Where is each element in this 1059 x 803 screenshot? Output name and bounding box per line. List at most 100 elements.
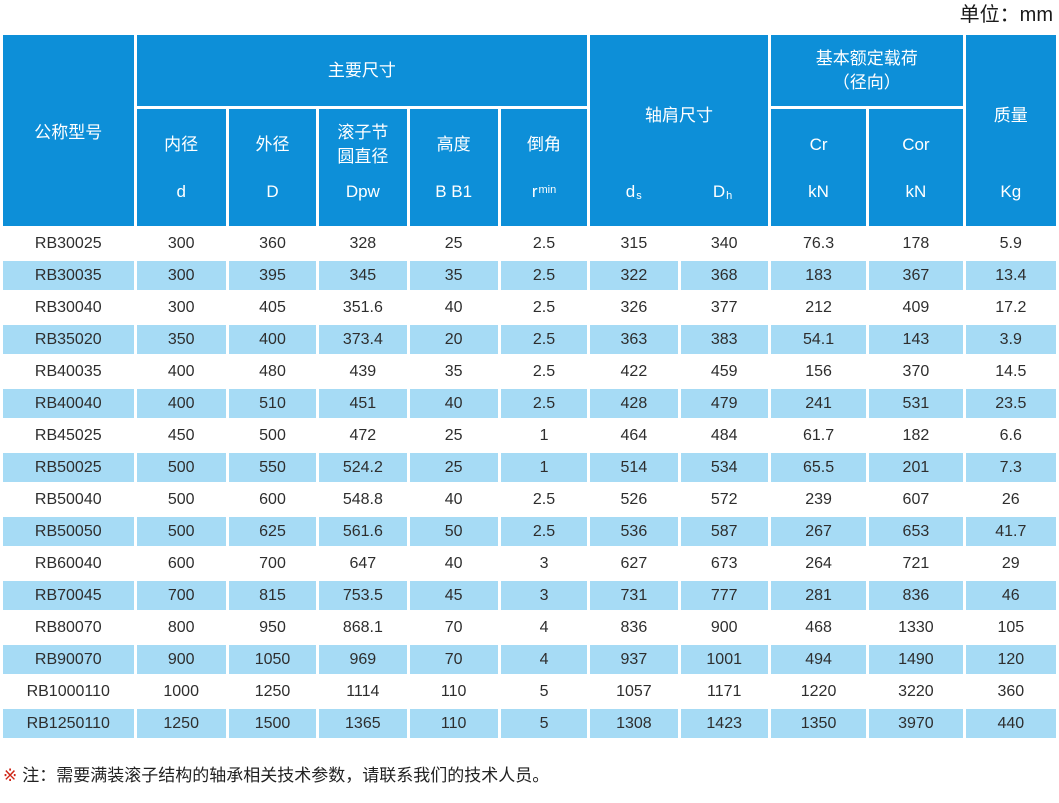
cell-model: RB80070 [3,613,134,642]
cell-value: 647 [319,549,407,578]
cell-value: 500 [228,421,317,450]
cell-value: 400 [136,357,226,386]
cell-value: 45 [409,581,498,610]
col-header-height: 高度 B B1 [409,109,498,226]
cell-value: 264 [770,549,867,578]
cell-value: 26 [965,485,1056,514]
cell-value: 607 [869,485,963,514]
cell-value: 17.2 [965,293,1056,322]
cell-value: 1 [500,421,588,450]
col-group-basic-load-line2: （径向） [832,72,901,92]
cell-value: 900 [680,613,768,642]
cell-value: 1490 [869,645,963,674]
cell-value: 600 [136,549,226,578]
col-header-outer-diameter: 外径 D [228,109,317,226]
table-body: RB30025 300 360 328 25 2.5 315 340 76.3 178 5.9 RB3… [3,229,1056,738]
cell-value: 322 [590,261,678,290]
cell-value: 1 [500,453,588,482]
cell-model: RB45025 [3,421,134,450]
cell-value: 23.5 [965,389,1056,418]
cell-value: 1171 [680,677,768,706]
cell-value: 110 [409,677,498,706]
cell-value: 300 [136,229,226,258]
cell-model: RB90070 [3,645,134,674]
cell-value: 143 [869,325,963,354]
cell-value: 1114 [319,677,407,706]
cell-value: 2.5 [500,517,588,546]
cell-value: 360 [965,677,1056,706]
cell-value: 1057 [590,677,678,706]
cell-value: 20 [409,325,498,354]
cell-value: 721 [869,549,963,578]
col-group-main-dimensions: 主要尺寸 [136,35,588,106]
shoulder-symbols: ds Dh [590,174,768,226]
table-row: RB35020 350 400 373.4 20 2.5 363 383 54.1 143 3.9 [3,325,1056,354]
col-header-mass-unit: Kg [1000,182,1022,201]
cell-value: 836 [590,613,678,642]
cell-model: RB1250110 [3,709,134,738]
cell-value: 182 [869,421,963,450]
cell-model: RB50050 [3,517,134,546]
cell-value: 815 [228,581,317,610]
cell-value: 328 [319,229,407,258]
symbol-d: d [176,182,186,201]
cell-value: 1220 [770,677,867,706]
cell-value: 472 [319,421,407,450]
cell-value: 363 [590,325,678,354]
cell-value: 40 [409,549,498,578]
cell-value: 2.5 [500,389,588,418]
cell-value: 400 [136,389,226,418]
col-header-cr-unit: kN [808,182,829,201]
cell-value: 14.5 [965,357,1056,386]
cell-value: 2.5 [500,485,588,514]
cell-value: 345 [319,261,407,290]
col-header-height-label: 高度 [436,134,471,154]
cell-value: 494 [770,645,867,674]
cell-value: 35 [409,261,498,290]
cell-value: 1365 [319,709,407,738]
col-group-basic-load-line1: 基本额定载荷 [815,48,918,68]
cell-value: 239 [770,485,867,514]
cell-value: 61.7 [770,421,867,450]
cell-value: 1000 [136,677,226,706]
cell-value: 550 [228,453,317,482]
table-row: RB30035 300 395 345 35 2.5 322 368 183 367 13.4 [3,261,1056,290]
cell-model: RB1000110 [3,677,134,706]
note-text: 注：需要满装滚子结构的轴承相关技术参数，请联系我们的技术人员。 [22,766,550,785]
cell-value: 600 [228,485,317,514]
cell-value: 315 [590,229,678,258]
cell-model: RB60040 [3,549,134,578]
cell-value: 2.5 [500,261,588,290]
col-header-roller-pitch-diameter-label: 滚子节圆直径 [337,122,389,166]
col-header-mass-label: 质量 [993,105,1028,125]
cell-value: 25 [409,421,498,450]
cell-model: RB40040 [3,389,134,418]
table-row: RB45025 450 500 472 25 1 464 484 61.7 182 6.6 [3,421,1056,450]
col-header-outer-diameter-label: 外径 [255,134,290,154]
cell-value: 300 [136,261,226,290]
cell-value: 40 [409,485,498,514]
cell-value: 673 [680,549,768,578]
cell-value: 40 [409,293,498,322]
cell-value: 6.6 [965,421,1056,450]
table-row: RB80070 800 950 868.1 70 4 836 900 468 1330 105 [3,613,1056,642]
cell-value: 526 [590,485,678,514]
header-row-groups: 公称型号 主要尺寸 轴肩尺寸 ds Dh 基本额定载荷 [3,35,1056,226]
cell-value: 534 [680,453,768,482]
cell-value: 464 [590,421,678,450]
cell-value: 105 [965,613,1056,642]
cell-value: 13.4 [965,261,1056,290]
cell-value: 41.7 [965,517,1056,546]
cell-value: 937 [590,645,678,674]
cell-value: 900 [136,645,226,674]
cell-value: 627 [590,549,678,578]
cell-value: 777 [680,581,768,610]
cell-value: 40 [409,389,498,418]
cell-value: 3 [500,549,588,578]
table-row: RB30025 300 360 328 25 2.5 315 340 76.3 178 5.9 [3,229,1056,258]
col-header-inner-diameter-label: 内径 [164,134,199,154]
cell-value: 1308 [590,709,678,738]
cell-value: 25 [409,229,498,258]
cell-value: 4 [500,645,588,674]
col-header-cor-label: Cor [902,134,930,154]
